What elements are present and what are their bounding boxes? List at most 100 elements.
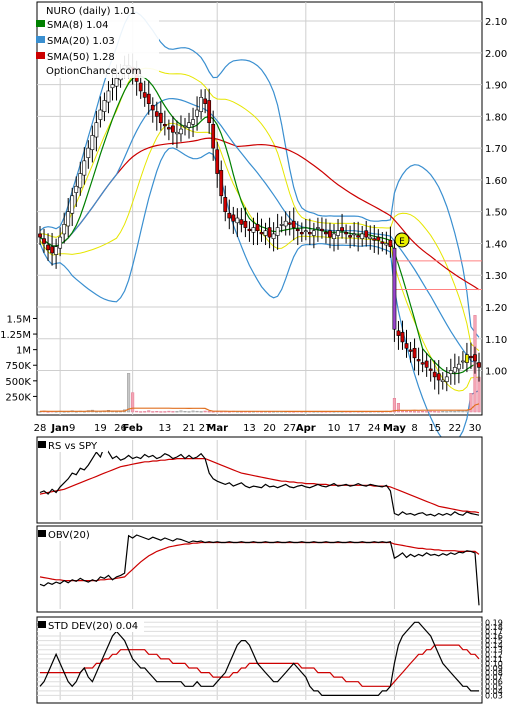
candle-body [400, 332, 405, 343]
std-tick-label: 0.17 [485, 627, 503, 636]
volume-axis-ticks: 1.5M 1.25M 1M 750K 500K 250K [0, 314, 37, 403]
legend-source: OptionChance.com [46, 66, 141, 77]
std-title: STD DEV(20) 0.04 [48, 621, 138, 632]
volume-bar [433, 411, 437, 413]
volume-bar [127, 373, 131, 413]
price-overlays [39, 11, 482, 445]
volume-bar [179, 410, 183, 413]
rs-swatch [38, 441, 46, 448]
candle-body [175, 131, 179, 135]
std-tick-label: 0.05 [485, 682, 503, 691]
rs-panel-frame [36, 436, 483, 524]
candle-body [102, 100, 107, 112]
candle-body [420, 362, 425, 365]
volume-tick-label: 250K [5, 392, 31, 403]
series-line-main [39, 445, 480, 517]
candle-body [42, 238, 46, 244]
legend-sma50: SMA(50) 1.28 [47, 52, 115, 63]
earnings-marker: E [394, 232, 410, 248]
candle-body [444, 376, 449, 382]
obv-title-bg [38, 527, 94, 541]
candle-body [372, 238, 377, 241]
candle-body [352, 233, 357, 236]
volume-bar [199, 411, 203, 413]
series-line-average [39, 458, 480, 514]
std-tick-label: 0.16 [485, 632, 503, 641]
candle-body [408, 349, 413, 352]
candle-body [98, 109, 103, 120]
price-tick-label: 1.00 [485, 367, 507, 378]
candle-body [158, 112, 163, 124]
date-axis-label: 8 [411, 423, 417, 434]
yellow-band-lower [39, 122, 480, 392]
candle-body [78, 173, 83, 189]
candle-body [227, 212, 232, 219]
std-swatch [38, 621, 46, 628]
candle-body [223, 197, 228, 212]
volume-bar [135, 410, 139, 413]
candle-body [183, 125, 187, 128]
candle-body [187, 122, 191, 128]
candle-body [251, 227, 256, 233]
candle-body [320, 228, 324, 232]
candle-body [90, 135, 95, 151]
volume-bar [131, 392, 135, 413]
candle-body [324, 232, 328, 235]
volume-bar [469, 393, 473, 413]
candle-body [384, 243, 389, 246]
price-tick-label: 1.70 [485, 144, 507, 155]
date-axis-label: 26 [114, 423, 127, 434]
std-tick-label: 0.10 [485, 659, 503, 668]
date-axis-label: 15 [428, 423, 441, 434]
std-tick-label: 0.14 [485, 641, 503, 650]
volume-bar [147, 410, 151, 413]
volume-average-line [39, 403, 480, 412]
volume-bar [457, 410, 461, 413]
std-tick-label: 0.12 [485, 650, 503, 659]
candle-body [142, 92, 147, 98]
legend-swatch-sma20 [36, 36, 45, 43]
date-axis-label: 30 [469, 423, 482, 434]
volume-bar [396, 403, 400, 413]
std-tick-label: 0.09 [485, 664, 503, 673]
candle-body [239, 219, 244, 225]
candle-body [392, 247, 397, 330]
date-axis-label: 20 [263, 423, 276, 434]
std-tick-label: 0.15 [485, 637, 503, 646]
candle-body [283, 220, 288, 227]
legend-title: NURO (daily) 1.01 [46, 6, 136, 17]
candle-body [243, 220, 248, 228]
volume-bar [163, 411, 167, 413]
volume-bar [453, 411, 457, 413]
price-tick-label: 2.10 [485, 17, 507, 28]
candle-body [54, 246, 59, 255]
price-tick-label: 1.40 [485, 239, 507, 250]
candle-body [191, 119, 195, 125]
candle-body [106, 90, 111, 103]
volume-bar [392, 398, 396, 413]
date-axis-label: Mar [206, 423, 228, 434]
std-title-bg [38, 618, 144, 632]
legend-swatch-sma50 [36, 52, 45, 59]
candle-body [38, 233, 42, 238]
rs-title-bg [38, 438, 108, 452]
volume-tick-label: 500K [5, 377, 31, 388]
candle-body [62, 224, 67, 235]
candle-body [311, 230, 316, 236]
candle-body [364, 230, 369, 238]
volume-bar [143, 411, 147, 413]
date-axis-label: 9 [69, 423, 75, 434]
candle-body [110, 84, 115, 89]
price-tick-label: 1.30 [485, 271, 507, 282]
volume-bar [195, 410, 199, 413]
candle-body [86, 147, 91, 158]
volume-bar [477, 376, 481, 413]
sma20-line [39, 97, 480, 365]
candle-body [428, 368, 433, 371]
candle-body [215, 149, 220, 174]
std-tick-label: 0.07 [485, 673, 503, 682]
price-tick-label: 1.90 [485, 81, 507, 92]
volume-bar [441, 411, 445, 413]
date-axis-label: Jan [50, 423, 69, 434]
candle-body [473, 354, 477, 362]
